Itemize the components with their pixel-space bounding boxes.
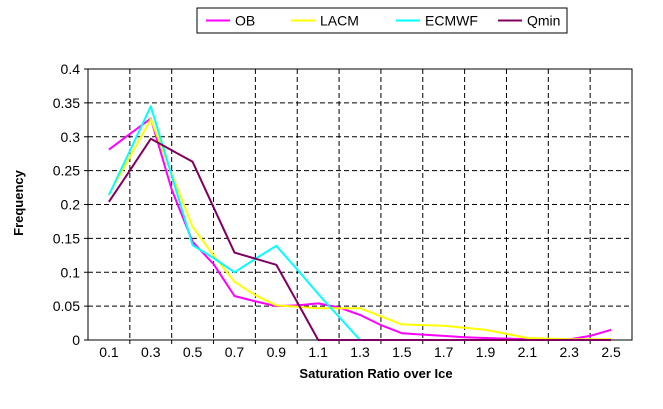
legend-label-ecmwf: ECMWF (425, 13, 478, 29)
series-lines (107, 105, 612, 341)
legend-label-lacm: LACM (320, 13, 359, 29)
x-tick-label: 2.5 (601, 344, 621, 360)
gridlines (88, 69, 632, 340)
x-tick-label: 0.5 (183, 344, 203, 360)
y-tick-label: 0 (72, 332, 80, 348)
x-tick-label: 1.5 (392, 344, 412, 360)
x-tick-label: 1.7 (434, 344, 454, 360)
x-tick-label: 0.7 (225, 344, 245, 360)
x-tick-label: 0.1 (99, 344, 119, 360)
series-line-lacm (108, 118, 612, 341)
x-tick-label: 1.1 (308, 344, 328, 360)
y-tick-label: 0.4 (61, 61, 81, 77)
series-line-qmin (108, 137, 612, 341)
tick-labels: 0 0.05 0.1 0.15 0.2 0.25 0.3 0.35 0.4 0.1 0.3 0.5 0.… (53, 61, 621, 360)
x-tick-label: 0.9 (267, 344, 287, 360)
y-tick-label: 0.15 (53, 230, 80, 246)
x-tick-label: 1.9 (476, 344, 496, 360)
x-tick-label: 2.3 (559, 344, 579, 360)
y-tick-label: 0.1 (61, 264, 81, 280)
y-tick-label: 0.2 (61, 197, 81, 213)
y-tick-label: 0.05 (53, 298, 80, 314)
legend: OB LACM ECMWF Qmin (196, 7, 568, 34)
y-tick-label: 0.25 (53, 163, 80, 179)
axes (84, 68, 633, 344)
y-tick-label: 0.3 (61, 129, 81, 145)
y-axis-title: Frequency (11, 169, 26, 236)
x-tick-label: 0.3 (141, 344, 161, 360)
x-axis-title: Saturation Ratio over Ice (299, 366, 452, 381)
x-tick-label: 1.3 (350, 344, 370, 360)
x-tick-label: 2.1 (518, 344, 538, 360)
legend-label-qmin: Qmin (527, 13, 560, 29)
legend-label-ob: OB (235, 13, 255, 29)
y-tick-label: 0.35 (53, 95, 80, 111)
